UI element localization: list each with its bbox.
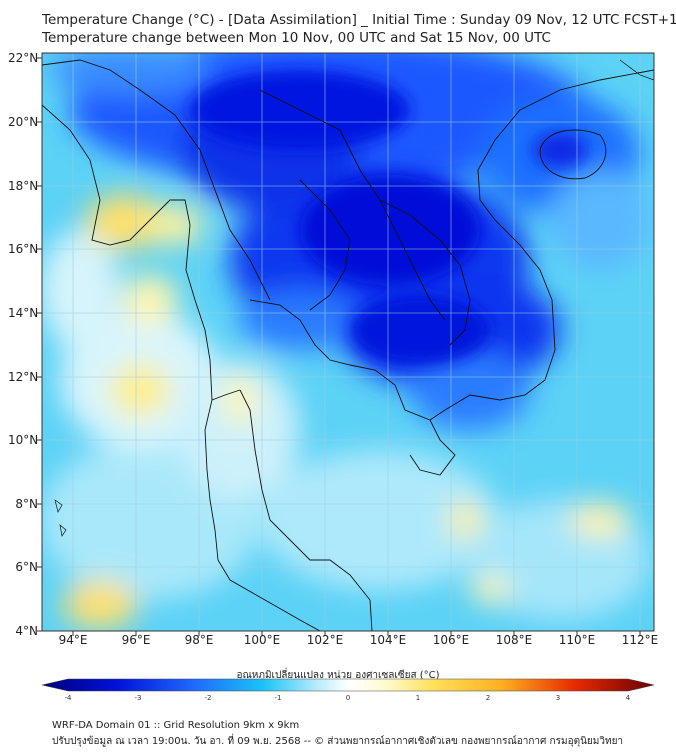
temperature-field (42, 53, 654, 631)
lon-label: 98°E (184, 633, 214, 647)
colorbar-tick: -3 (134, 694, 142, 702)
colorbar-tick: 2 (485, 694, 491, 702)
map-title: Temperature Change (°C) - [Data Assimila… (42, 12, 676, 28)
footer-update-info: ปรับปรุงข้อมูล ณ เวลา 19:00น. วัน อา. ที… (52, 736, 624, 747)
lon-label: 108°E (495, 633, 533, 647)
map-subtitle: Temperature change between Mon 10 Nov, 0… (42, 30, 551, 46)
lon-label: 110°E (558, 633, 596, 647)
footer-model-info: WRF-DA Domain 01 :: Grid Resolution 9km … (52, 720, 300, 731)
colorbar-label: อุณหภูมิเปลี่ยนแปลง หน่วย องศาเซลเซียส (… (236, 670, 440, 681)
lon-label: 100°E (243, 633, 281, 647)
colorbar-tick: 3 (555, 694, 561, 702)
lat-label: 10°N (8, 433, 39, 447)
lon-label: 104°E (369, 633, 407, 647)
lat-label: 14°N (8, 306, 39, 320)
lon-label: 112°E (621, 633, 659, 647)
colorbar-tick: -2 (204, 694, 212, 702)
lat-label: 20°N (8, 115, 39, 129)
lon-label: 96°E (121, 633, 151, 647)
graticule (42, 53, 654, 631)
lat-label: 12°N (8, 370, 39, 384)
coastlines (42, 59, 654, 631)
lon-label: 106°E (432, 633, 470, 647)
lat-label: 16°N (8, 242, 39, 256)
colorbar-tick: -4 (64, 694, 72, 702)
colorbar-tick: -1 (274, 694, 282, 702)
lat-label: 22°N (8, 51, 39, 65)
lat-label: 18°N (8, 179, 39, 193)
lat-label: 8°N (15, 497, 38, 511)
lat-label: 4°N (15, 624, 38, 638)
lon-label: 94°E (58, 633, 88, 647)
lon-label: 102°E (306, 633, 344, 647)
colorbar-tick: 0 (345, 694, 351, 702)
colorbar-tick: 4 (625, 694, 631, 702)
map-frame (41, 52, 655, 632)
colorbar-tick: 1 (415, 694, 421, 702)
lat-label: 6°N (15, 560, 38, 574)
